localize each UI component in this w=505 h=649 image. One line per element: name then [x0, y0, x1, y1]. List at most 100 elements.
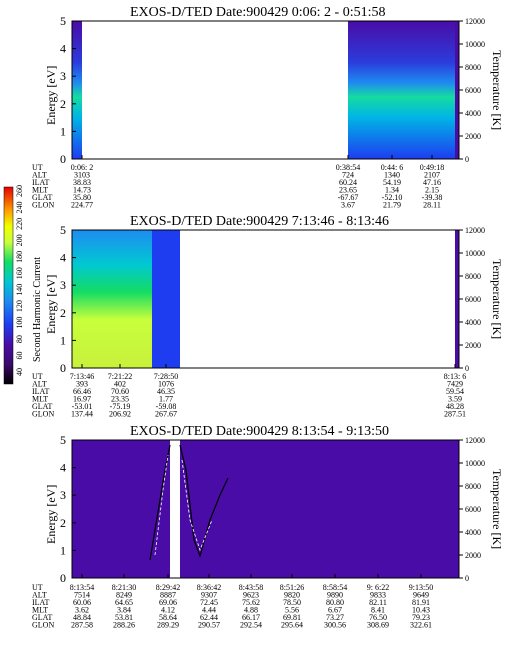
orbit-cell: 7:13:46 [70, 372, 94, 381]
panel-2-heatmap-tail [152, 230, 180, 368]
panel-2-title: EXOS-D/TED Date:900429 7:13:46 - 8:13:46 [130, 214, 389, 229]
orbit-cell: 137.44 [71, 410, 93, 419]
orbit-cell: 8:29:42 [156, 583, 180, 592]
panel-2-y2label: Temperature [K] [490, 259, 504, 339]
panel-2: EXOS-D/TED Date:900429 7:13:46 - 8:13:46… [32, 214, 504, 419]
orbit-cell: 295.64 [281, 621, 303, 630]
orbit-cell: 224.77 [71, 201, 93, 210]
orbit-row-label: MLT [32, 606, 48, 615]
y2tick-label: 12000 [465, 436, 485, 445]
y2tick-label: 6000 [465, 295, 481, 304]
orbit-cell: 4.88 [244, 606, 258, 615]
orbit-cell: 322.61 [410, 621, 432, 630]
orbit-row-label: GLAT [32, 613, 53, 622]
panel-2-temperature-bar [455, 230, 459, 368]
orbit-cell: 724 [342, 171, 354, 180]
ytick-label: 1 [60, 124, 66, 138]
ytick-label: 0 [60, 571, 66, 585]
y2tick-label: 0 [465, 574, 469, 583]
y2tick-label: 2000 [465, 132, 481, 141]
orbit-cell: 3.67 [341, 201, 355, 210]
orbit-cell: -53.01 [72, 402, 93, 411]
orbit-cell: 62.44 [200, 613, 218, 622]
orbit-cell: 9649 [413, 591, 429, 600]
panel-3-ylabel: Energy [eV] [44, 485, 58, 544]
orbit-cell: 14.73 [73, 186, 91, 195]
orbit-cell: 70.60 [111, 387, 129, 396]
orbit-cell: 8:58:54 [323, 583, 347, 592]
ytick-label: 2 [60, 306, 66, 320]
orbit-cell: 287.51 [444, 410, 466, 419]
orbit-row-label: UT [32, 163, 43, 172]
ytick-label: 3 [60, 69, 66, 83]
y2tick-label: 8000 [465, 63, 481, 72]
orbit-row-label: GLAT [32, 402, 53, 411]
orbit-cell: 3.62 [75, 606, 89, 615]
y2tick-label: 2000 [465, 551, 481, 560]
orbit-row-label: UT [32, 583, 43, 592]
orbit-cell: 3.84 [117, 606, 131, 615]
y2tick-label: 0 [465, 364, 469, 373]
orbit-row-label: GLON [32, 201, 54, 210]
orbit-cell: -67.67 [338, 193, 359, 202]
orbit-cell: 6.67 [328, 606, 342, 615]
ytick-label: 5 [60, 433, 66, 447]
orbit-cell: -39.38 [422, 193, 443, 202]
y2tick-label: 6000 [465, 505, 481, 514]
orbit-cell: 81.91 [412, 598, 430, 607]
orbit-cell: 0:49:18 [420, 163, 444, 172]
y2tick-label: 12000 [465, 226, 485, 235]
orbit-cell: 206.92 [109, 410, 131, 419]
orbit-row-label: ALT [32, 171, 47, 180]
orbit-row-label: MLT [32, 186, 48, 195]
panel-2-ylabel: Energy [eV] [44, 275, 58, 334]
orbit-cell: 7:28:50 [154, 372, 178, 381]
panel-1-title: EXOS-D/TED Date:900429 0:06: 2 - 0:51:58 [130, 5, 385, 20]
orbit-cell: 7514 [74, 591, 90, 600]
orbit-row-label: ALT [32, 591, 47, 600]
orbit-cell: 73.27 [326, 613, 344, 622]
ytick-label: 1 [60, 333, 66, 347]
orbit-cell: 287.58 [71, 621, 93, 630]
orbit-cell: 8.41 [371, 606, 385, 615]
orbit-cell: 2.15 [425, 186, 439, 195]
orbit-cell: 9: 6:22 [367, 583, 389, 592]
orbit-cell: 9307 [201, 591, 217, 600]
panel-3-trace [149, 444, 229, 561]
orbit-cell: 292.54 [240, 621, 262, 630]
panel-3-trace-white [154, 454, 213, 556]
orbit-cell: -59.08 [156, 402, 177, 411]
panel-3: EXOS-D/TED Date:900429 8:13:54 - 9:13:50… [32, 424, 504, 630]
orbit-cell: 4.44 [202, 606, 216, 615]
orbit-cell: 8:13: 6 [444, 372, 466, 381]
ytick-label: 0 [60, 152, 66, 166]
colorbar-tick: 200 [15, 234, 24, 246]
y2tick-label: 4000 [465, 318, 481, 327]
ytick-label: 4 [60, 461, 66, 475]
orbit-cell: 8:51:26 [280, 583, 304, 592]
orbit-cell: 7:21:22 [108, 372, 132, 381]
orbit-cell: 78.50 [283, 598, 301, 607]
panel-3-heatmap [72, 440, 459, 578]
colorbar: 40 60 80 100 120 140 160 180 200 220 240 260 Second… [3, 185, 43, 385]
orbit-cell: 23.65 [339, 186, 357, 195]
orbit-cell: 7429 [447, 380, 463, 389]
panel-3-y2label: Temperature [K] [490, 469, 504, 549]
colorbar-tick: 240 [15, 201, 24, 213]
colorbar-tick: 220 [15, 218, 24, 230]
orbit-cell: 59.54 [446, 387, 464, 396]
y2tick-label: 10000 [465, 40, 485, 49]
orbit-cell: 288.26 [113, 621, 135, 630]
orbit-cell: 8:21:30 [112, 583, 136, 592]
ytick-label: 5 [60, 223, 66, 237]
panel-1-heatmap-right [348, 21, 459, 159]
orbit-cell: 38.83 [73, 178, 91, 187]
orbit-cell: 5.56 [285, 606, 299, 615]
orbit-cell: 53.81 [115, 613, 133, 622]
orbit-cell: 8249 [116, 591, 132, 600]
orbit-cell: 289.29 [157, 621, 179, 630]
orbit-cell: 2107 [424, 171, 440, 180]
orbit-cell: 267.67 [155, 410, 177, 419]
orbit-cell: 1.77 [159, 395, 173, 404]
orbit-cell: 66.17 [242, 613, 260, 622]
